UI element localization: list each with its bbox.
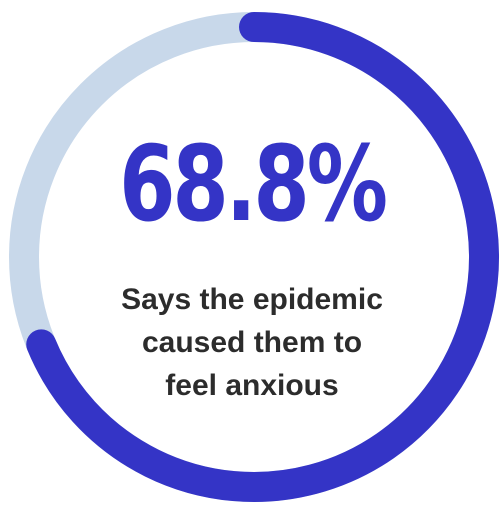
donut-value-arc [26,12,499,502]
